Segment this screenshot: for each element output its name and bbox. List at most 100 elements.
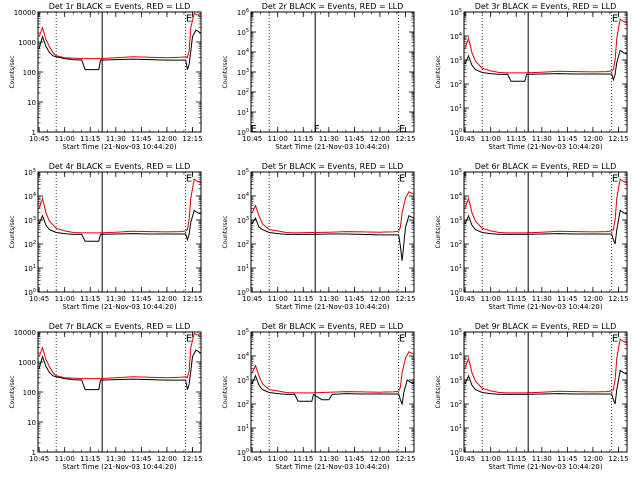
flag-marker-E: E xyxy=(399,334,405,345)
y-tick-label: 10 xyxy=(27,419,36,427)
plot-frame xyxy=(250,171,415,293)
panel-title: Det 9r BLACK = Events, RED = LLD xyxy=(475,322,617,331)
y-tick-label: 101 xyxy=(237,264,249,273)
x-tick-label: 12:15 xyxy=(608,455,628,463)
flag-marker-E: E xyxy=(399,124,405,135)
x-tick-label: 10:45 xyxy=(242,135,262,143)
x-tick-label: 11:00 xyxy=(55,135,75,143)
flag-marker-E: E xyxy=(612,334,618,345)
x-tick-label: 12:00 xyxy=(370,295,390,303)
y-tick-label: 103 xyxy=(237,68,249,77)
panel-title: Det 7r BLACK = Events, RED = LLD xyxy=(49,322,191,331)
x-tick-label: 11:45 xyxy=(344,455,364,463)
x-tick-label: 11:15 xyxy=(293,295,313,303)
y-tick-label: 103 xyxy=(450,56,462,65)
y-axis-label: Counts/sec xyxy=(9,375,16,408)
panel-title: Det 6r BLACK = Events, RED = LLD xyxy=(475,162,617,171)
x-tick-label: 11:45 xyxy=(344,295,364,303)
series-line-events xyxy=(38,29,202,71)
x-tick-label: 12:15 xyxy=(395,295,415,303)
series-line-lld xyxy=(464,18,628,74)
x-tick-label: 11:15 xyxy=(80,295,100,303)
panel-title: Det 2r BLACK = Events, RED = LLD xyxy=(262,2,404,11)
y-axis-label: Counts/sec xyxy=(222,55,229,88)
panel-det-6: Det 6r BLACK = Events, RED = LLD 100 101 10… xyxy=(435,162,629,311)
y-tick-label: 101 xyxy=(450,264,462,273)
y-axis-label: Counts/sec xyxy=(9,55,16,88)
panel-det-8: Det 8r BLACK = Events, RED = LLD 100 101 10… xyxy=(222,322,416,471)
y-tick-label: 103 xyxy=(450,216,462,225)
x-tick-label: 11:00 xyxy=(481,295,501,303)
y-tick-label: 101 xyxy=(450,104,462,113)
x-tick-label: 12:00 xyxy=(370,455,390,463)
x-tick-label: 12:00 xyxy=(370,135,390,143)
series-line-events xyxy=(38,209,202,242)
x-tick-label: 11:00 xyxy=(268,135,288,143)
y-tick-label: 1000 xyxy=(18,39,36,47)
y-tick-label: 103 xyxy=(450,376,462,385)
x-tick-label: 11:30 xyxy=(532,455,552,463)
flag-marker-E: E xyxy=(186,174,192,185)
plot-frame xyxy=(463,171,628,293)
x-axis-label: Start Time (21-Nov-03 10:44:20) xyxy=(488,463,602,471)
plot-frame xyxy=(37,171,202,293)
y-axis-label: Counts/sec xyxy=(435,375,442,408)
x-tick-label: 11:00 xyxy=(268,295,288,303)
series-line-lld xyxy=(38,12,202,60)
x-axis-label: Start Time (21-Nov-03 10:44:20) xyxy=(488,303,602,311)
y-tick-label: 102 xyxy=(450,400,462,409)
x-tick-label: 11:30 xyxy=(319,295,339,303)
y-tick-label: 103 xyxy=(237,216,249,225)
y-tick-label: 101 xyxy=(237,108,249,117)
y-tick-label: 10 xyxy=(27,99,36,107)
y-tick-label: 105 xyxy=(450,328,462,337)
x-tick-label: 11:00 xyxy=(481,455,501,463)
panel-det-2: Det 2r BLACK = Events, RED = LLD 100 101 10… xyxy=(222,2,416,151)
series-line-lld xyxy=(464,338,628,394)
x-tick-label: 11:30 xyxy=(532,135,552,143)
y-tick-label: 106 xyxy=(237,8,249,17)
plot-frame xyxy=(250,11,415,133)
y-tick-label: 1 xyxy=(32,129,36,137)
y-tick-label: 100 xyxy=(237,288,249,297)
x-tick-label: 11:15 xyxy=(293,135,313,143)
panel-title: Det 4r BLACK = Events, RED = LLD xyxy=(49,162,191,171)
panel-title: Det 1r BLACK = Events, RED = LLD xyxy=(49,2,191,11)
x-tick-label: 12:15 xyxy=(395,135,415,143)
series-line-lld xyxy=(251,191,415,234)
x-tick-label: 11:00 xyxy=(268,455,288,463)
y-axis-label: Counts/sec xyxy=(222,375,229,408)
panel-title: Det 8r BLACK = Events, RED = LLD xyxy=(262,322,404,331)
series-line-lld xyxy=(464,178,628,234)
x-tick-label: 11:15 xyxy=(506,295,526,303)
flag-marker-E: E xyxy=(399,174,405,185)
panel-det-9: Det 9r BLACK = Events, RED = LLD 100 101 10… xyxy=(435,322,629,471)
y-tick-label: 105 xyxy=(237,328,249,337)
x-axis-label: Start Time (21-Nov-03 10:44:20) xyxy=(488,143,602,151)
x-tick-label: 11:15 xyxy=(506,455,526,463)
x-tick-label: 11:30 xyxy=(106,455,126,463)
x-tick-label: 11:30 xyxy=(532,295,552,303)
y-tick-label: 101 xyxy=(24,264,36,273)
y-tick-label: 102 xyxy=(450,80,462,89)
panel-det-7: Det 7r BLACK = Events, RED = LLD 1 10 100 10… xyxy=(9,322,203,471)
x-tick-label: 11:30 xyxy=(319,135,339,143)
x-tick-label: 11:00 xyxy=(481,135,501,143)
y-tick-label: 105 xyxy=(237,168,249,177)
series-line-events xyxy=(251,215,415,261)
flag-marker-E: E xyxy=(186,14,192,25)
flag-marker-F: F xyxy=(314,124,320,135)
y-tick-label: 102 xyxy=(237,88,249,97)
flag-marker-E: E xyxy=(612,174,618,185)
panel-title: Det 3r BLACK = Events, RED = LLD xyxy=(475,2,617,11)
y-tick-label: 100 xyxy=(450,128,462,137)
y-tick-label: 103 xyxy=(24,216,36,225)
x-tick-label: 12:00 xyxy=(583,295,603,303)
plot-frame xyxy=(250,331,415,453)
x-tick-label: 12:00 xyxy=(157,455,177,463)
x-tick-label: 11:15 xyxy=(80,135,100,143)
x-axis-label: Start Time (21-Nov-03 10:44:20) xyxy=(275,463,389,471)
flag-marker-E: E xyxy=(186,334,192,345)
y-tick-label: 104 xyxy=(237,352,249,361)
